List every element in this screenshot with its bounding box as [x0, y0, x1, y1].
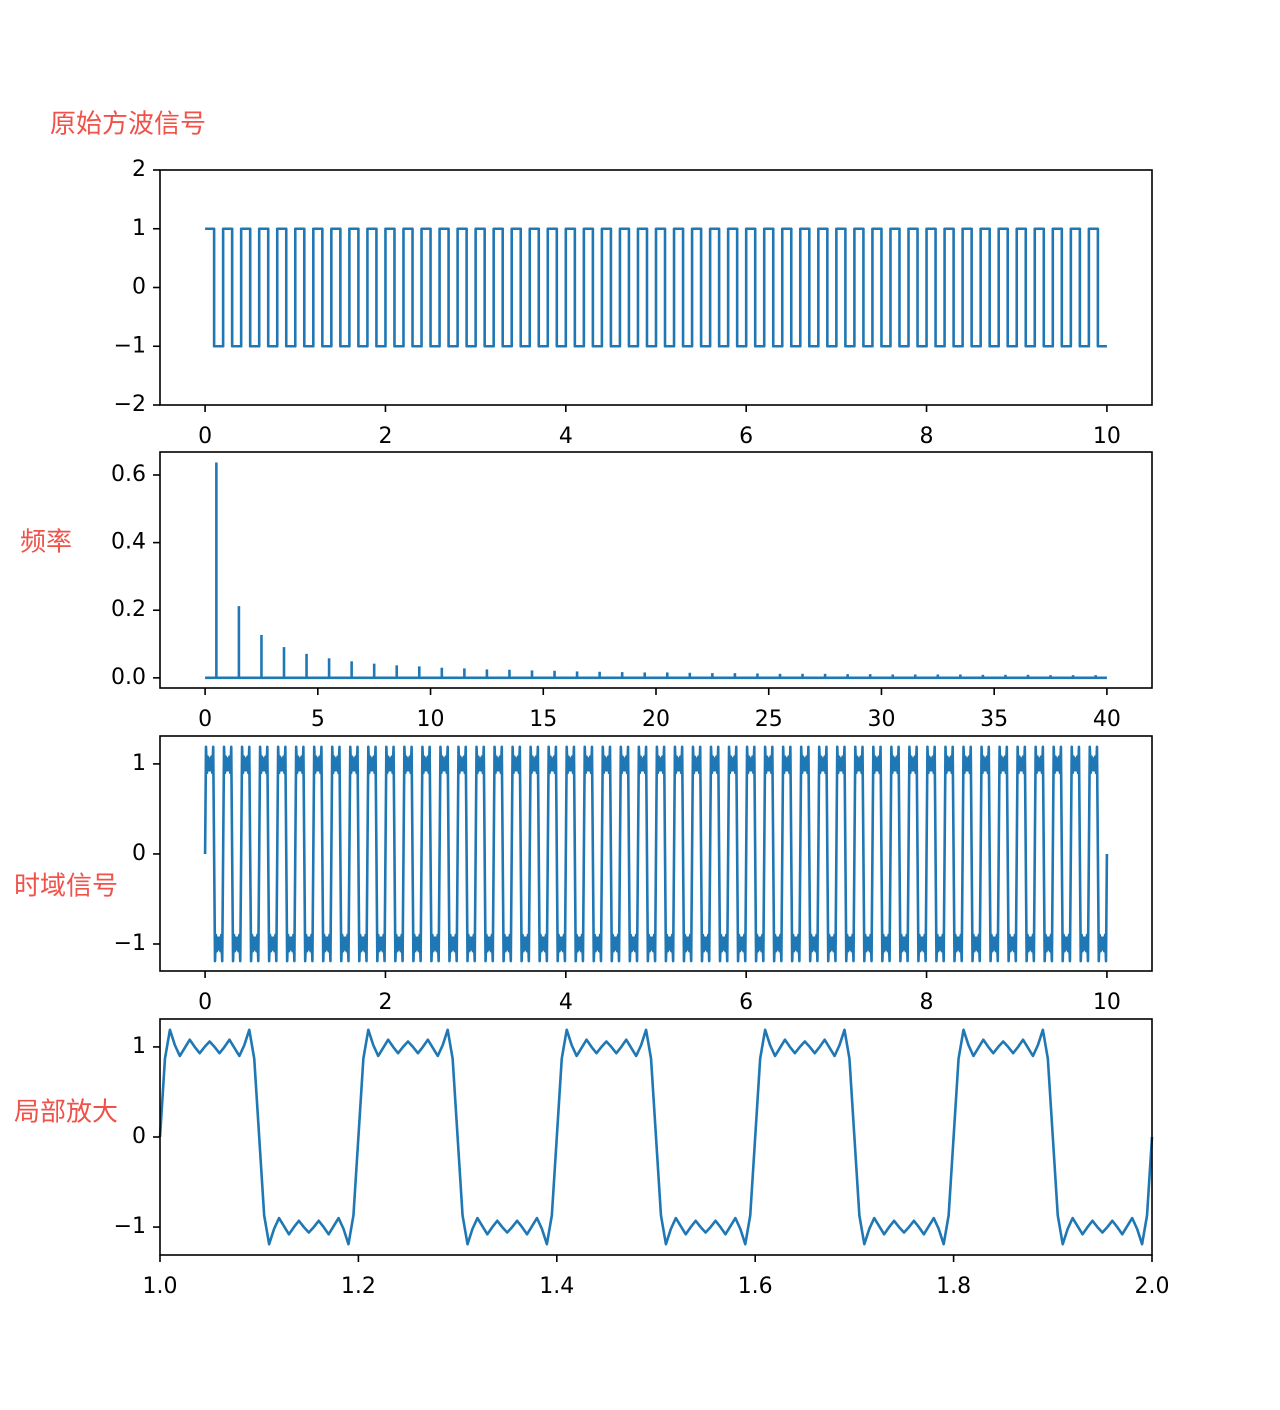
y-tick-label: 0.6 — [111, 462, 146, 487]
x-tick-label: 1.0 — [143, 1274, 178, 1299]
x-tick-label: 2.0 — [1135, 1274, 1170, 1299]
y-axis-label: 时域信号 — [14, 872, 118, 902]
x-tick-label: 10 — [1093, 990, 1121, 1015]
y-tick-label: 0 — [132, 1124, 146, 1149]
y-tick-label: 1 — [132, 751, 146, 776]
x-tick-label: 1.8 — [936, 1274, 971, 1299]
x-tick-label: 5 — [311, 707, 325, 732]
y-tick-label: 0 — [132, 275, 146, 300]
x-tick-label: 2 — [378, 990, 392, 1015]
x-tick-label: 6 — [739, 424, 753, 449]
y-tick-label: 1 — [132, 216, 146, 241]
x-tick-label: 25 — [755, 707, 783, 732]
x-tick-label: 8 — [920, 424, 934, 449]
x-tick-label: 0 — [198, 424, 212, 449]
x-tick-label: 10 — [417, 707, 445, 732]
step-line — [205, 227, 1107, 348]
x-tick-label: 4 — [559, 424, 573, 449]
y-tick-label: −1 — [114, 931, 146, 956]
signal-line — [158, 1028, 1154, 1246]
y-tick-label: 0.0 — [111, 665, 146, 690]
y-axis-label: 局部放大 — [14, 1098, 118, 1128]
x-tick-label: 0 — [198, 707, 212, 732]
x-tick-label: 15 — [529, 707, 557, 732]
y-tick-label: −1 — [114, 1214, 146, 1239]
y-tick-label: −2 — [114, 392, 146, 417]
y-axis-label: 频率 — [20, 528, 72, 558]
x-tick-label: 0 — [198, 990, 212, 1015]
x-tick-label: 40 — [1093, 707, 1121, 732]
y-tick-label: −1 — [114, 333, 146, 358]
x-tick-label: 35 — [980, 707, 1008, 732]
x-tick-label: 30 — [867, 707, 895, 732]
x-tick-label: 1.2 — [341, 1274, 376, 1299]
x-tick-label: 6 — [739, 990, 753, 1015]
x-tick-label: 20 — [642, 707, 670, 732]
y-axis-label: 原始方波信号 — [50, 110, 206, 140]
x-tick-label: 1.6 — [738, 1274, 773, 1299]
y-tick-label: 0 — [132, 841, 146, 866]
y-tick-label: 1 — [132, 1034, 146, 1059]
signal-line — [203, 745, 1109, 963]
y-tick-label: 2 — [132, 157, 146, 182]
x-tick-label: 4 — [559, 990, 573, 1015]
x-tick-label: 8 — [920, 990, 934, 1015]
x-tick-label: 2 — [378, 424, 392, 449]
x-tick-label: 10 — [1093, 424, 1121, 449]
x-tick-label: 1.4 — [539, 1274, 574, 1299]
y-tick-label: 0.2 — [111, 597, 146, 622]
y-tick-label: 0.4 — [111, 530, 146, 555]
